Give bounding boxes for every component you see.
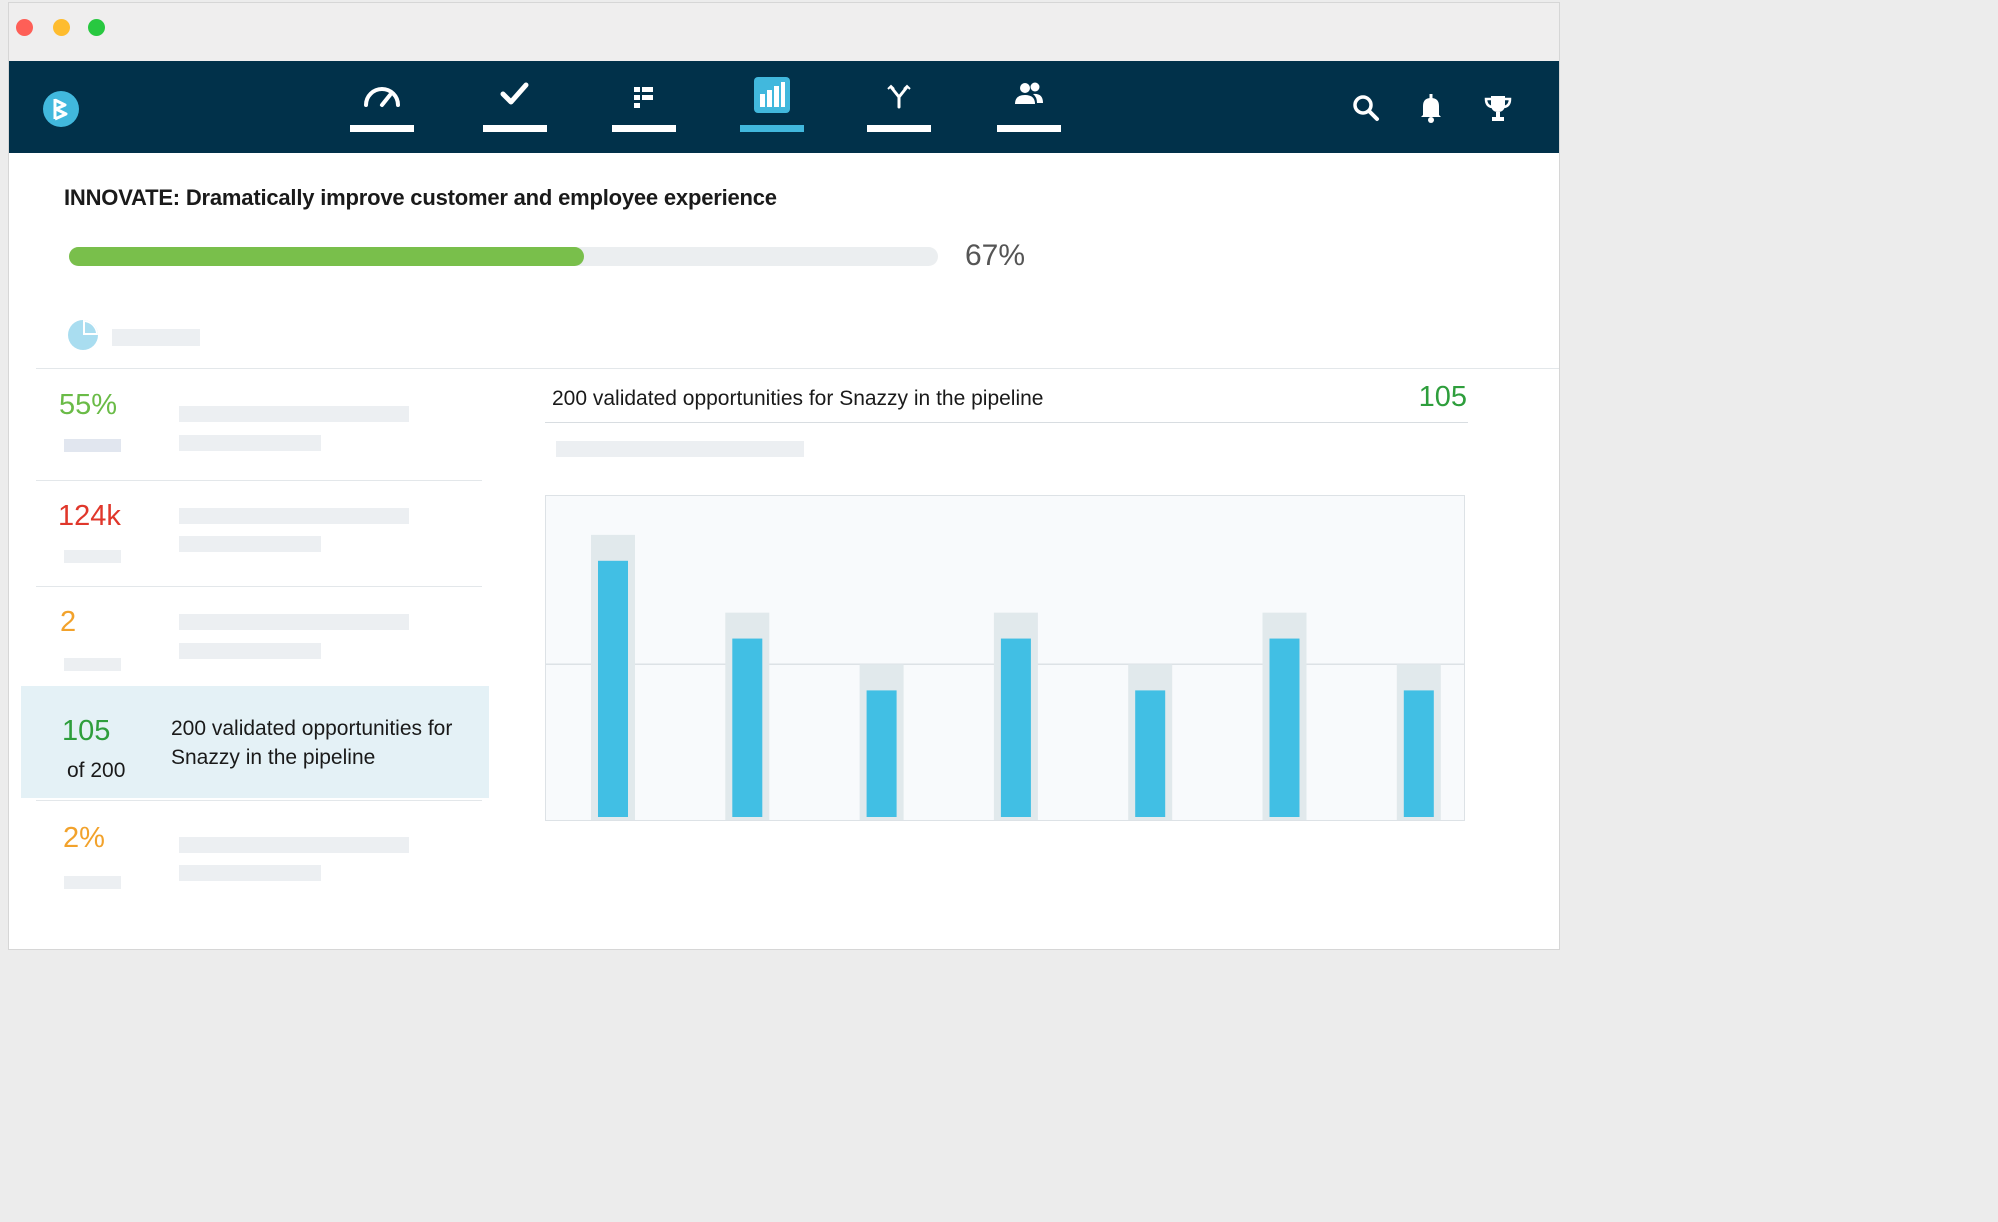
notifications-button[interactable] [1414, 91, 1448, 125]
metric-subtext-placeholder [64, 550, 121, 563]
metric-text-placeholder [179, 435, 321, 451]
metric-subtext-placeholder [64, 876, 121, 889]
section-title-placeholder [112, 329, 200, 346]
metric-row-selected[interactable]: 105 of 200 200 validated opportunities f… [21, 686, 489, 798]
metric-description: 200 validated opportunities for Snazzy i… [171, 717, 453, 769]
top-navigation-bar [9, 61, 1559, 153]
chart-bar[interactable] [732, 638, 763, 817]
speedometer-icon [364, 87, 400, 107]
metric-value: 124k [58, 500, 121, 532]
nav-alignment[interactable] [867, 61, 931, 153]
minimize-window-button[interactable] [53, 19, 70, 36]
metric-value: 2% [63, 822, 105, 854]
chart-bar[interactable] [1269, 638, 1300, 817]
search-icon [1353, 95, 1379, 121]
nav-underline-active [740, 125, 804, 132]
metric-text-placeholder [179, 865, 321, 881]
metric-subtext-placeholder [64, 439, 121, 452]
metric-subtext-placeholder [64, 658, 121, 671]
trophy-icon [1484, 96, 1512, 121]
title-bar [9, 3, 1559, 61]
pie-chart-icon [68, 320, 98, 350]
goal-progress-bar [69, 247, 938, 266]
branch-merge-icon [887, 84, 911, 109]
section-divider [36, 368, 1559, 369]
nav-list[interactable] [612, 61, 676, 153]
bell-icon [1421, 94, 1441, 123]
metric-value: 55% [59, 389, 118, 421]
metric-text-placeholder [179, 643, 321, 659]
detail-count: 105 [1418, 381, 1467, 413]
row-divider [36, 480, 482, 481]
bar-chart [545, 495, 1465, 821]
detail-title: 200 validated opportunities for Snazzy i… [552, 387, 1044, 410]
goal-progress-label: 67% [965, 239, 1026, 272]
metric-value: 2 [60, 606, 77, 638]
nav-people[interactable] [997, 61, 1061, 153]
achievements-button[interactable] [1481, 91, 1515, 125]
goal-progress-fill [69, 247, 584, 266]
list-grid-icon [634, 87, 653, 108]
nav-underline [867, 125, 931, 132]
nav-underline [483, 125, 547, 132]
nav-underline [350, 125, 414, 132]
bar-chart-icon [754, 77, 790, 113]
nav-reports[interactable] [740, 61, 804, 153]
chart-bar[interactable] [1000, 638, 1031, 817]
nav-underline [612, 125, 676, 132]
metric-target: of 200 [67, 759, 126, 782]
metric-text-placeholder [179, 536, 321, 552]
goal-title: INNOVATE: Dramatically improve customer … [64, 185, 777, 210]
detail-subtitle-placeholder [556, 441, 804, 457]
detail-divider [545, 422, 1468, 423]
metric-text-placeholder [179, 508, 409, 524]
app-logo[interactable] [43, 91, 79, 127]
metric-text-placeholder [179, 406, 409, 422]
nav-tasks[interactable] [483, 61, 547, 153]
chart-bar[interactable] [1135, 690, 1166, 817]
people-icon [1015, 82, 1043, 104]
search-button[interactable] [1349, 91, 1383, 125]
chart-bar[interactable] [1403, 690, 1434, 817]
logo-icon [53, 98, 68, 121]
row-divider [36, 800, 482, 801]
row-divider [36, 586, 482, 587]
nav-dashboard[interactable] [350, 61, 414, 153]
chart-bar[interactable] [866, 690, 897, 817]
chart-bar[interactable] [598, 560, 628, 817]
zoom-window-button[interactable] [88, 19, 105, 36]
app-window: INNOVATE: Dramatically improve customer … [8, 2, 1560, 950]
close-window-button[interactable] [16, 19, 33, 36]
metric-value: 105 [62, 715, 111, 747]
metric-text-placeholder [179, 837, 409, 853]
nav-underline [997, 125, 1061, 132]
checkmark-icon [500, 82, 529, 105]
bar-chart-plot [546, 534, 1464, 820]
metric-text-placeholder [179, 614, 409, 630]
